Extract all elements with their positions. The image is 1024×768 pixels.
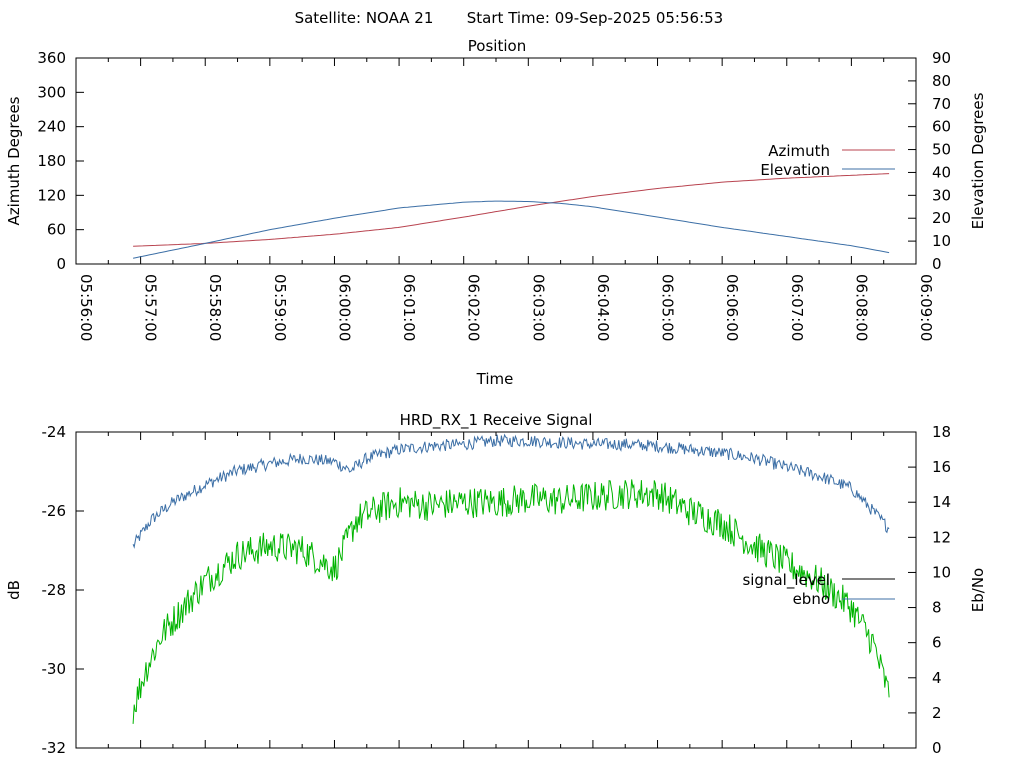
x-tick-label: 06:02:00 (465, 274, 483, 341)
legend-label-signal-level: signal_level (742, 571, 830, 590)
y-tick-label: 300 (37, 83, 66, 101)
header-start-time: Start Time: 09-Sep-2025 05:56:53 (467, 9, 723, 27)
y2-tick-label: 18 (932, 423, 951, 441)
y2-tick-label: 10 (932, 232, 951, 250)
position-chart-xlabel: Time (476, 370, 514, 388)
receive-signal-chart-legend: signal_level ebno (742, 571, 895, 608)
x-tick-label: 05:57:00 (142, 274, 160, 341)
y-tick-label: -32 (42, 739, 67, 757)
y2-tick-label: 80 (932, 72, 951, 90)
position-chart-y2label: Elevation Degrees (969, 92, 987, 229)
y-tick-label: -26 (42, 502, 67, 520)
y2-tick-label: 20 (932, 209, 951, 227)
y-tick-label: 240 (37, 118, 66, 136)
x-tick-label: 05:58:00 (206, 274, 224, 341)
legend-label-azimuth: Azimuth (768, 142, 830, 160)
receive-signal-chart-axes: -32 -30 -28 -26 -24 0 2 4 6 8 10 12 14 16 18 (42, 423, 952, 757)
legend-label-elevation: Elevation (760, 161, 830, 179)
receive-signal-chart: HRD_RX_1 Receive Signal -32 -30 -28 -26 -24 0… (5, 411, 987, 757)
position-chart: Position 05:56:00 05:57:00 05:58:00 05:59:0… (5, 37, 987, 388)
x-tick-label: 06:08:00 (852, 274, 870, 341)
series-line-ebno (132, 433, 890, 549)
y2-tick-label: 40 (932, 163, 951, 181)
receive-signal-chart-title: HRD_RX_1 Receive Signal (400, 411, 593, 430)
y-tick-label: -24 (42, 423, 67, 441)
x-tick-label: 06:04:00 (594, 274, 612, 341)
y2-tick-label: 90 (932, 49, 951, 67)
y2-tick-label: 4 (932, 669, 942, 687)
header-satellite: Satellite: NOAA 21 (295, 9, 434, 27)
series-line-Azimuth (133, 173, 890, 247)
y2-tick-label: 2 (932, 704, 942, 722)
position-chart-legend: Azimuth Elevation (760, 142, 895, 179)
position-chart-axes: 05:56:00 05:57:00 05:58:00 05:59:00 06:00:00… (37, 49, 951, 341)
series-line-signal-trace (132, 479, 890, 724)
y2-tick-label: 16 (932, 458, 951, 476)
y2-tick-label: 70 (932, 95, 951, 113)
y2-tick-label: 0 (932, 739, 942, 757)
position-chart-ylabel: Azimuth Degrees (5, 96, 23, 225)
x-tick-label: 05:59:00 (271, 274, 289, 341)
y2-tick-label: 0 (932, 255, 942, 273)
y2-tick-label: 12 (932, 528, 951, 546)
y2-tick-label: 14 (932, 493, 951, 511)
y-tick-label: -30 (42, 660, 67, 678)
x-tick-label: 06:00:00 (335, 274, 353, 341)
x-tick-label: 06:05:00 (659, 274, 677, 341)
y2-tick-label: 50 (932, 141, 951, 159)
y2-tick-label: 60 (932, 118, 951, 136)
position-chart-title: Position (468, 37, 526, 55)
x-tick-label: 06:01:00 (400, 274, 418, 341)
series-line-Elevation (132, 200, 890, 259)
y2-tick-label: 6 (932, 634, 942, 652)
x-tick-label: 06:07:00 (788, 274, 806, 341)
y-tick-label: -28 (42, 581, 67, 599)
x-tick-label: 06:06:00 (723, 274, 741, 341)
position-chart-series (132, 173, 890, 259)
receive-signal-chart-ylabel: dB (5, 580, 23, 600)
y-tick-label: 60 (47, 221, 66, 239)
y2-tick-label: 8 (932, 599, 942, 617)
y2-tick-label: 10 (932, 563, 951, 581)
y-tick-label: 120 (37, 186, 66, 204)
receive-signal-chart-y2label: Eb/No (969, 568, 987, 612)
receive-signal-chart-series (132, 433, 890, 724)
y-tick-label: 360 (37, 49, 66, 67)
x-tick-label: 05:56:00 (77, 274, 95, 341)
y-tick-label: 180 (37, 152, 66, 170)
legend-label-ebno: ebno (793, 590, 830, 608)
y2-tick-label: 30 (932, 186, 951, 204)
y-tick-label: 0 (56, 255, 66, 273)
x-tick-label: 06:03:00 (529, 274, 547, 341)
x-tick-label: 06:09:00 (917, 274, 935, 341)
